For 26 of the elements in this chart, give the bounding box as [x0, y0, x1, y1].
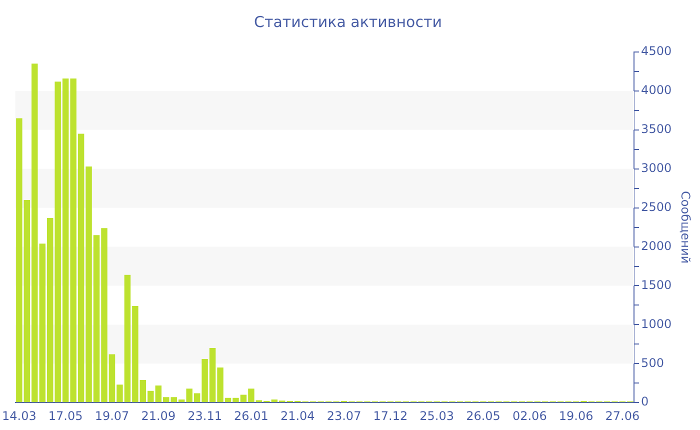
x-tick-label: 17.05 [48, 408, 83, 423]
y-tick-label: 4500 [641, 44, 672, 58]
y-tick-label: 2000 [641, 238, 672, 253]
y-tick-label: 4000 [641, 83, 672, 98]
y-tick-label: 0 [641, 394, 649, 409]
y-tick-label: 3000 [641, 160, 672, 175]
x-tick-label: 21.09 [141, 408, 176, 423]
x-tick-label: 27.06 [605, 408, 640, 423]
x-tick-label: 23.07 [326, 408, 362, 423]
x-tick-label: 26.05 [466, 408, 500, 423]
x-tick-label: 26.01 [234, 408, 268, 423]
x-tick-label: 14.03 [2, 408, 36, 423]
x-tick-label: 02.06 [512, 408, 547, 423]
y-axis-title: Сообщений [678, 191, 693, 264]
x-tick-label: 19.07 [94, 408, 130, 423]
y-tick-label: 3500 [641, 122, 672, 136]
x-tick-label: 25.03 [420, 408, 454, 423]
y-tick-label: 1000 [641, 316, 672, 331]
x-tick-label: 23.11 [188, 408, 222, 423]
chart-title: Статистика активности [254, 12, 442, 31]
y-tick-label: 1500 [641, 278, 672, 292]
x-tick-label: 19.06 [558, 408, 594, 423]
x-tick-label: 21.04 [280, 408, 315, 423]
y-tick-label: 500 [641, 356, 664, 370]
y-tick-label: 2500 [641, 200, 672, 214]
x-tick-label: 17.12 [373, 408, 408, 423]
